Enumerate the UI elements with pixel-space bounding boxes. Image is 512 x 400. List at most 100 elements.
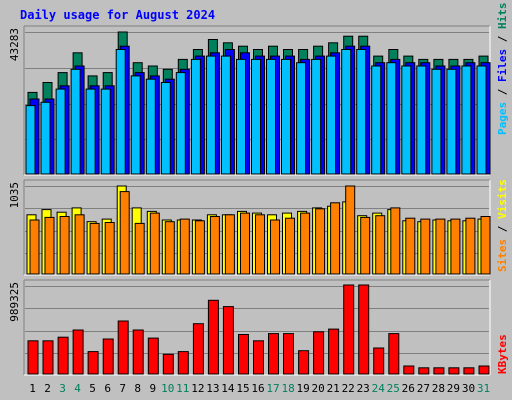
x-tick-label: 13 <box>206 382 219 395</box>
bar-kbytes-day-23 <box>358 284 370 375</box>
bar-pages-day-7 <box>115 49 126 175</box>
x-tick-label: 31 <box>477 382 490 395</box>
bar-kbytes-day-11 <box>177 351 189 375</box>
bar-pages-day-3 <box>55 88 66 175</box>
bar-sites-day-1 <box>29 219 40 275</box>
bar-sites-day-14 <box>224 214 235 275</box>
x-tick-label: 15 <box>236 382 249 395</box>
bar-kbytes-day-4 <box>72 329 84 375</box>
bar-kbytes-day-17 <box>268 333 279 375</box>
bar-pages-day-5 <box>85 88 96 175</box>
bar-sites-day-26 <box>405 217 416 275</box>
legend-separator: / <box>496 82 509 102</box>
x-tick-label: 29 <box>447 382 460 395</box>
bar-sites-day-20 <box>315 208 326 275</box>
x-tick-label: 27 <box>417 382 430 395</box>
bar-sites-day-31 <box>480 216 491 275</box>
x-tick-label: 25 <box>387 382 400 395</box>
x-tick-label: 4 <box>74 382 81 395</box>
bar-sites-day-12 <box>194 220 205 275</box>
bar-kbytes-day-7 <box>117 320 129 375</box>
bar-pages-day-10 <box>160 82 171 175</box>
legend-separator: / <box>496 219 509 239</box>
bar-pages-day-12 <box>190 58 201 175</box>
bar-kbytes-day-26 <box>403 365 415 375</box>
x-tick-label: 10 <box>161 382 174 395</box>
bar-kbytes-day-24 <box>373 347 385 375</box>
bar-pages-day-29 <box>446 68 457 175</box>
legend-files: Files <box>496 49 509 82</box>
bar-kbytes-day-12 <box>192 323 204 375</box>
x-tick-label: 7 <box>119 382 126 395</box>
x-tick-label: 5 <box>89 382 96 395</box>
x-tick-label: 2 <box>44 382 51 395</box>
bar-sites-day-4 <box>74 214 85 275</box>
bar-pages-day-26 <box>401 65 412 175</box>
bar-sites-day-28 <box>435 218 446 275</box>
panel-2: 1035 <box>8 179 491 276</box>
bar-kbytes-day-30 <box>463 367 475 375</box>
bar-pages-day-8 <box>130 75 141 175</box>
bar-pages-day-21 <box>326 55 337 175</box>
bar-kbytes-day-8 <box>132 329 144 375</box>
legend: Pages / Files / Hits <box>496 3 509 136</box>
chart-legends: Pages / Files / Hits Sites / Visits KBytes <box>496 3 509 375</box>
bar-sites-day-17 <box>270 219 280 275</box>
bar-pages-day-23 <box>356 49 367 175</box>
bar-sites-day-8 <box>134 222 145 275</box>
bar-sites-day-18 <box>285 217 295 275</box>
x-tick-label: 19 <box>296 382 309 395</box>
x-tick-label: 1 <box>29 382 36 395</box>
x-tick-label: 22 <box>342 382 355 395</box>
bar-sites-day-22 <box>345 185 356 275</box>
legend-visits: Visits <box>496 179 509 219</box>
bar-sites-day-5 <box>89 222 100 275</box>
x-tick-label: 30 <box>462 382 475 395</box>
chart-title: Daily usage for August 2024 <box>20 8 215 22</box>
legend-sites: Sites <box>496 239 509 272</box>
x-tick-label: 24 <box>372 382 386 395</box>
legend-hits: Hits <box>496 3 509 30</box>
bar-sites-day-23 <box>360 216 371 275</box>
bar-kbytes-day-6 <box>102 338 114 375</box>
bar-kbytes-day-13 <box>207 299 219 375</box>
bar-kbytes-day-5 <box>87 351 99 375</box>
bar-pages-day-24 <box>371 65 382 175</box>
bar-pages-day-27 <box>416 65 427 175</box>
x-tick-label: 21 <box>327 382 340 395</box>
bar-kbytes-day-18 <box>283 333 294 375</box>
x-tick-label: 28 <box>432 382 445 395</box>
legend: KBytes <box>496 334 509 374</box>
bar-sites-day-19 <box>300 212 311 275</box>
x-tick-label: 18 <box>281 382 294 395</box>
bar-sites-day-9 <box>149 212 160 275</box>
bar-sites-day-27 <box>420 218 431 275</box>
bar-sites-day-30 <box>465 217 476 275</box>
bar-pages-day-1 <box>25 105 36 175</box>
bar-sites-day-10 <box>164 221 175 275</box>
legend-separator: / <box>496 29 509 49</box>
y-axis-max-label: 989325 <box>8 282 21 322</box>
x-tick-label: 23 <box>357 382 370 395</box>
panel-3: 989325 <box>8 279 491 376</box>
bar-sites-day-7 <box>119 191 130 275</box>
bar-pages-day-25 <box>386 62 397 175</box>
x-tick-label: 8 <box>134 382 141 395</box>
bar-pages-day-18 <box>281 58 291 175</box>
bar-pages-day-13 <box>205 55 216 175</box>
x-tick-label: 6 <box>104 382 111 395</box>
bar-kbytes-day-10 <box>162 353 174 375</box>
bar-sites-day-16 <box>255 214 265 275</box>
bar-pages-day-15 <box>236 58 246 175</box>
bar-sites-day-6 <box>104 222 115 275</box>
bar-pages-day-20 <box>311 58 322 175</box>
x-tick-label: 26 <box>402 382 415 395</box>
bar-sites-day-2 <box>44 216 55 275</box>
bar-sites-day-13 <box>209 216 220 275</box>
bar-kbytes-day-16 <box>253 340 264 375</box>
bar-kbytes-day-25 <box>388 333 400 375</box>
bar-pages-day-30 <box>461 65 472 175</box>
bar-pages-day-6 <box>100 88 111 175</box>
bar-sites-day-11 <box>179 218 190 275</box>
